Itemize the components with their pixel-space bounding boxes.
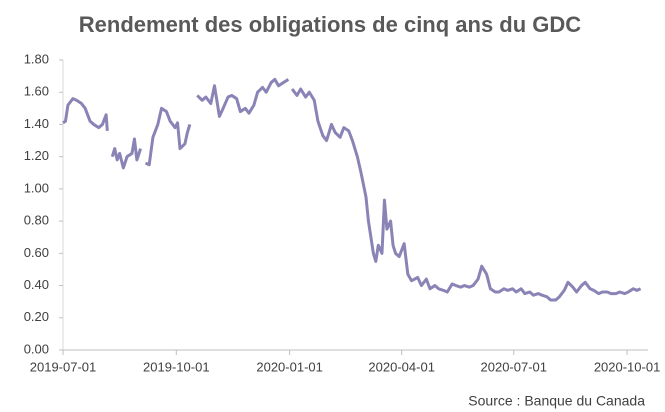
y-tick-label: 1.80 (24, 51, 49, 66)
y-tick-label: 1.40 (24, 116, 49, 131)
chart-title: Rendement des obligations de cinq ans du… (78, 12, 582, 37)
y-tick-label: 1.20 (24, 148, 49, 163)
x-tick-label: 2019-07-01 (30, 359, 97, 374)
y-tick-label: 0.00 (24, 341, 49, 356)
y-tick-label: 0.80 (24, 213, 49, 228)
x-tick-label: 2019-10-01 (143, 359, 210, 374)
y-tick-label: 1.00 (24, 180, 49, 195)
x-tick-label: 2020-04-01 (368, 359, 435, 374)
y-tick-label: 0.20 (24, 309, 49, 324)
y-tick-label: 0.60 (24, 245, 49, 260)
y-tick-label: 1.60 (24, 84, 49, 99)
line-series (63, 79, 646, 300)
x-tick-label: 2020-07-01 (481, 359, 548, 374)
source: Source : Banque du Canada (468, 393, 645, 409)
x-tick-label: 2020-10-01 (594, 359, 661, 374)
y-tick-label: 0.40 (24, 277, 49, 292)
x-tick-label: 2020-01-01 (256, 359, 323, 374)
